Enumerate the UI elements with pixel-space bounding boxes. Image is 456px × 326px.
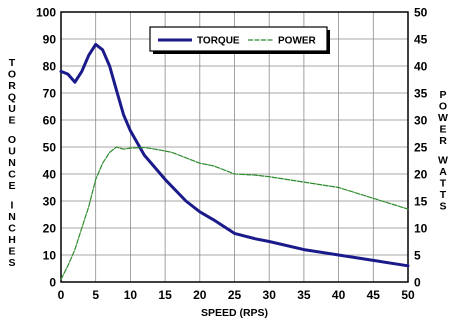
y-left-tick-label: 70 xyxy=(43,87,57,101)
y-left-tick-label: 90 xyxy=(43,33,57,47)
y-right-tick-label: 35 xyxy=(414,87,428,101)
axis-title-glyph: E xyxy=(8,180,15,192)
axis-title-glyph: O xyxy=(8,134,16,146)
axis-title-glyph: W xyxy=(438,112,448,124)
axis-title-glyph: A xyxy=(439,166,447,178)
y-left-tick-label: 40 xyxy=(43,168,57,182)
y-left-tick-label: 80 xyxy=(43,60,57,74)
axis-title-glyph: N xyxy=(8,211,16,223)
x-tick-label: 45 xyxy=(367,288,381,302)
y-right-tick-label: 5 xyxy=(414,249,421,263)
axis-title-glyph: E xyxy=(8,115,15,127)
axis-title-glyph: T xyxy=(440,189,447,201)
y-right-tick-label: 50 xyxy=(414,6,428,20)
axis-title-glyph: T xyxy=(9,57,16,69)
axis-title-glyph: I xyxy=(11,200,14,212)
legend: TORQUE POWER xyxy=(149,26,330,54)
y-left-tick-label: 10 xyxy=(43,249,57,263)
y-left-tick-label: 50 xyxy=(43,141,57,155)
axis-title-glyph: R xyxy=(439,135,447,147)
x-axis-label: SPEED (RPS) xyxy=(201,307,268,319)
y-right-tick-label: 30 xyxy=(414,114,428,128)
y-right-axis-ticks: 0 5 10 15 20 25 30 35 40 45 50 xyxy=(414,6,428,290)
y-right-tick-label: 0 xyxy=(414,276,421,290)
axis-title-glyph: Q xyxy=(8,92,16,104)
x-tick-label: 50 xyxy=(401,288,415,302)
axis-title-glyph: W xyxy=(438,155,448,167)
y-left-tick-label: 0 xyxy=(49,276,56,290)
axis-title-glyph: E xyxy=(8,246,15,258)
x-tick-label: 25 xyxy=(228,288,242,302)
y-right-tick-label: 25 xyxy=(414,141,428,155)
axis-title-glyph: E xyxy=(439,124,446,136)
series-line-power xyxy=(60,146,409,280)
axis-title-glyph: U xyxy=(8,103,16,115)
axis-title-glyph: S xyxy=(439,201,446,213)
axis-title-glyph: O xyxy=(439,101,447,113)
legend-label-torque: TORQUE xyxy=(197,36,240,47)
y-right-tick-label: 15 xyxy=(414,195,428,209)
axis-title-glyph: O xyxy=(8,69,16,81)
y-left-tick-label: 30 xyxy=(43,195,57,209)
x-tick-label: 15 xyxy=(158,288,172,302)
plot-frame xyxy=(60,11,409,283)
axis-title-glyph: S xyxy=(8,257,15,269)
y-right-tick-label: 10 xyxy=(414,222,428,236)
axis-title-glyph: T xyxy=(440,178,447,190)
axis-title-glyph: H xyxy=(8,234,16,246)
x-axis-ticks: 0 5 10 15 20 25 30 35 40 45 50 xyxy=(58,288,415,302)
axis-title-glyph: C xyxy=(8,223,16,235)
x-tick-label: 10 xyxy=(124,288,138,302)
axis-title-glyph: R xyxy=(8,80,16,92)
axis-title-glyph: C xyxy=(8,169,16,181)
x-tick-label: 20 xyxy=(193,288,207,302)
axis-title-glyph: P xyxy=(439,89,446,101)
y-right-tick-label: 20 xyxy=(414,168,428,182)
y-left-tick-label: 100 xyxy=(36,6,56,20)
axis-title-glyph: U xyxy=(8,146,16,158)
series-line-torque xyxy=(59,42,410,268)
y-right-tick-label: 45 xyxy=(414,33,428,47)
y-left-axis-ticks: 0 10 20 30 40 50 60 70 80 90 100 xyxy=(36,6,56,290)
x-tick-label: 5 xyxy=(92,288,99,302)
y-left-tick-label: 20 xyxy=(43,222,57,236)
y-right-tick-label: 40 xyxy=(414,60,428,74)
x-tick-label: 0 xyxy=(58,288,65,302)
x-tick-label: 30 xyxy=(263,288,277,302)
y-left-tick-label: 60 xyxy=(43,114,57,128)
x-tick-label: 35 xyxy=(297,288,311,302)
series-group xyxy=(59,42,410,280)
x-tick-label: 40 xyxy=(332,288,346,302)
axis-title-glyph: N xyxy=(8,157,16,169)
legend-label-power: POWER xyxy=(278,36,317,47)
